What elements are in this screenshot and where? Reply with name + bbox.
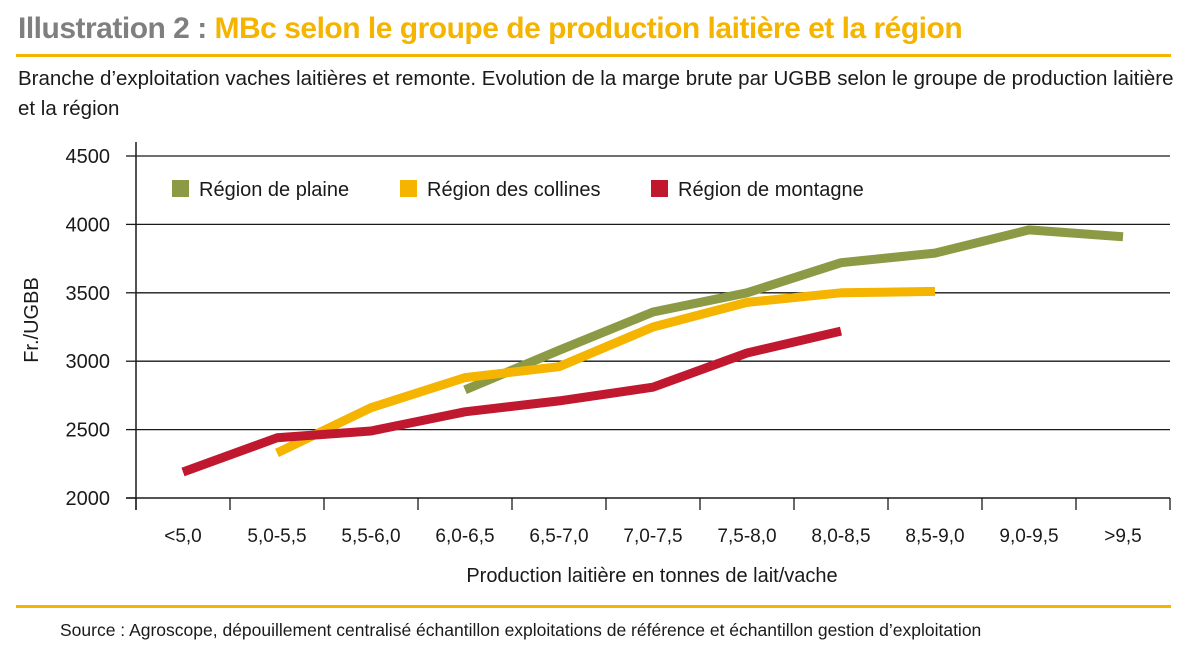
x-tick-label: 5,0-5,5 <box>247 526 306 547</box>
x-tick-label: 6,0-6,5 <box>435 526 494 547</box>
y-tick-labels: 2000 2500 3000 3500 4000 4500 <box>66 146 111 510</box>
x-tick-label: 5,5-6,0 <box>341 526 400 547</box>
title-divider <box>16 54 1171 57</box>
y-tick-label: 3500 <box>66 283 111 305</box>
legend: Région de plaine Région des collines Régio… <box>172 179 864 201</box>
y-tick-label: 2000 <box>66 488 111 510</box>
chart-title: Illustration 2 : MBc selon le groupe de … <box>18 12 963 46</box>
chart-subtitle: Branche d’exploitation vaches laitières … <box>18 67 1174 120</box>
footer-divider <box>16 605 1171 608</box>
x-tick-label: 7,0-7,5 <box>623 526 682 547</box>
x-tick-label: 9,0-9,5 <box>999 526 1058 547</box>
y-tick-label: 4000 <box>66 214 111 236</box>
axes <box>126 142 1171 510</box>
illustration-number: Illustration 2 : <box>18 12 215 45</box>
legend-swatch <box>172 180 189 197</box>
legend-label: Région de plaine <box>199 179 349 201</box>
gridlines <box>136 155 1170 431</box>
legend-swatch <box>400 180 417 197</box>
x-tick-label: 8,0-8,5 <box>811 526 870 547</box>
x-tick-labels: <5,0 5,0-5,5 5,5-6,0 6,0-6,5 6,5-7,0 7,0-7,5 7… <box>164 526 1142 547</box>
legend-label: Région des collines <box>427 179 600 201</box>
y-axis-label: Fr./UGBB <box>21 277 43 363</box>
series-line-2 <box>275 286 936 457</box>
x-axis-label: Production laitière en tonnes de lait/va… <box>466 565 837 587</box>
source-note: Source : Agroscope, dépouillement centra… <box>60 620 982 640</box>
x-tick-label: 6,5-7,0 <box>529 526 588 547</box>
series-lines <box>181 225 1124 477</box>
x-tick-label: 8,5-9,0 <box>905 526 964 547</box>
legend-swatch <box>651 180 668 197</box>
legend-label: Région de montagne <box>678 179 864 201</box>
title-text: MBc selon le groupe de production laitiè… <box>214 12 963 45</box>
series-line-3 <box>181 326 843 477</box>
series-line-1 <box>463 225 1124 395</box>
y-tick-label: 2500 <box>66 420 111 442</box>
y-tick-label: 3000 <box>66 351 111 373</box>
x-tick-label: 7,5-8,0 <box>717 526 776 547</box>
x-tick-label: <5,0 <box>164 526 202 547</box>
y-tick-label: 4500 <box>66 146 111 168</box>
x-tick-label: >9,5 <box>1104 526 1142 547</box>
